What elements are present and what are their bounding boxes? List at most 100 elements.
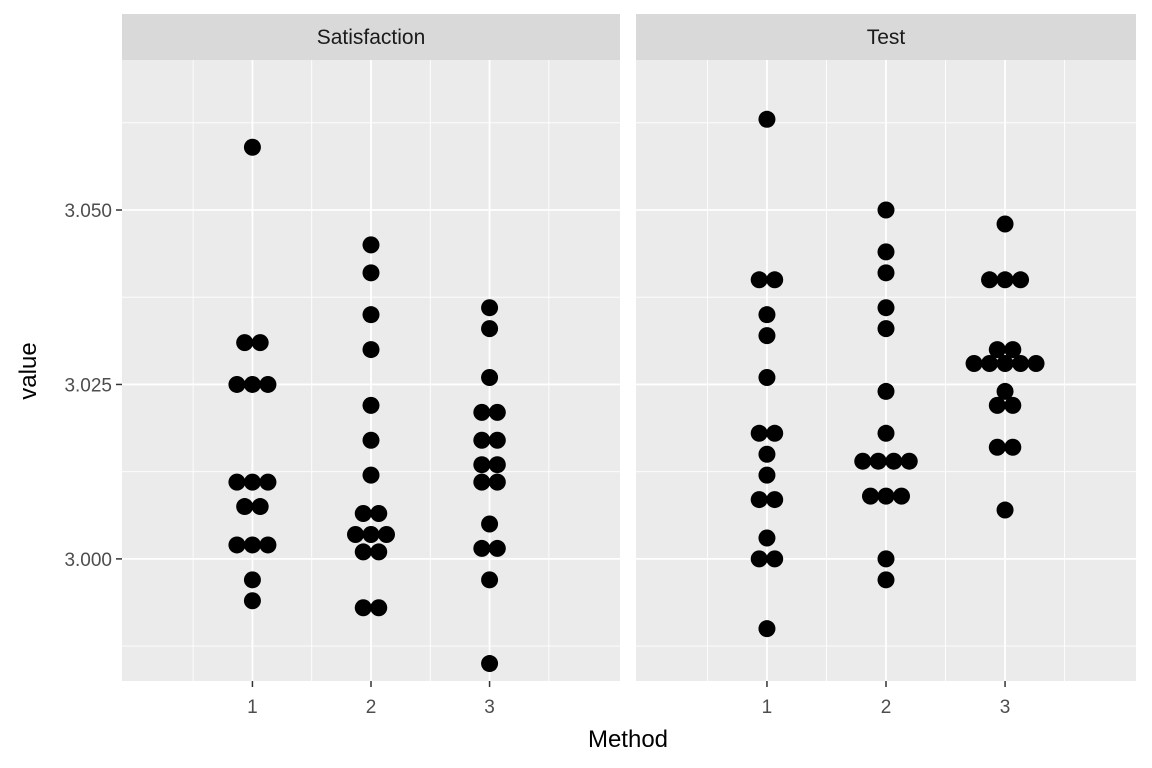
data-point (1004, 396, 1022, 414)
y-axis-title: value (15, 342, 42, 399)
data-point (362, 236, 380, 254)
data-point (236, 334, 254, 352)
data-point (877, 487, 895, 505)
data-point (488, 403, 506, 421)
x-tick-label: 3 (1000, 697, 1011, 718)
data-point (347, 525, 364, 543)
data-point (362, 431, 380, 449)
data-point (1004, 341, 1022, 359)
data-point (869, 452, 887, 470)
data-point (378, 525, 395, 543)
y-tick-label: 3.025 (64, 375, 112, 396)
data-point (481, 299, 499, 317)
data-point (877, 571, 895, 589)
data-point (370, 543, 388, 561)
data-point (758, 529, 776, 547)
data-point (488, 431, 506, 449)
facet-strip-label: Test (867, 26, 906, 49)
data-point (362, 466, 380, 484)
x-tick-label: 1 (247, 697, 258, 718)
data-point (243, 138, 261, 156)
data-point (900, 452, 918, 470)
data-point (893, 487, 910, 505)
x-tick-label: 1 (762, 697, 773, 718)
data-point (750, 271, 768, 289)
data-point (1012, 355, 1030, 373)
x-tick-label: 2 (366, 697, 377, 718)
data-point (996, 382, 1014, 400)
data-point (370, 505, 388, 523)
y-axis: 3.000 3.025 3.050 (64, 201, 122, 571)
x-tick-label: 3 (484, 697, 495, 718)
data-point (996, 501, 1014, 519)
data-point (1027, 355, 1045, 373)
data-point (243, 571, 261, 589)
data-point (259, 375, 277, 393)
data-point (766, 424, 784, 442)
data-point (877, 243, 895, 261)
data-point (488, 539, 506, 557)
facet-panels: Satisfaction 1 2 3 Test 1 2 3 (122, 14, 1136, 718)
data-point (370, 599, 388, 617)
data-point (362, 264, 380, 282)
data-point (354, 505, 372, 523)
data-point (481, 320, 499, 338)
data-point (758, 620, 776, 638)
data-point (988, 396, 1006, 414)
data-point (988, 438, 1006, 456)
data-point (473, 539, 491, 557)
data-point (488, 456, 506, 474)
data-point (862, 487, 879, 505)
data-point (766, 271, 784, 289)
facet-panel-satisfaction: Satisfaction 1 2 3 (122, 14, 620, 718)
data-point (481, 368, 499, 386)
data-point (885, 452, 903, 470)
data-point (1012, 271, 1030, 289)
data-point (354, 543, 372, 561)
facet-strip (122, 14, 620, 60)
data-point (362, 525, 380, 543)
data-point (750, 491, 768, 509)
data-point (354, 599, 372, 617)
data-point (996, 215, 1014, 233)
data-point (1004, 438, 1022, 456)
facet-strip (636, 14, 1136, 60)
data-point (473, 473, 491, 491)
data-point (473, 403, 491, 421)
data-point (854, 452, 872, 470)
data-point (251, 498, 269, 516)
data-point (362, 306, 380, 324)
data-point (988, 341, 1006, 359)
data-point (259, 473, 277, 491)
data-point (758, 368, 776, 386)
data-point (877, 424, 895, 442)
data-point (228, 536, 246, 554)
data-point (758, 466, 776, 484)
data-point (243, 375, 261, 393)
data-point (228, 473, 246, 491)
data-point (996, 355, 1014, 373)
data-point (481, 571, 499, 589)
data-point (750, 424, 768, 442)
x-axis-title: Method (588, 726, 668, 753)
data-point (965, 355, 983, 373)
data-point (228, 375, 246, 393)
facet-panel-test: Test 1 2 3 (636, 14, 1136, 718)
y-tick-label: 3.000 (64, 550, 112, 571)
data-point (877, 201, 895, 219)
data-point (981, 355, 999, 373)
data-point (243, 536, 261, 554)
data-point (766, 550, 784, 568)
data-point (243, 592, 261, 610)
data-point (362, 341, 380, 359)
facet-strip-label: Satisfaction (317, 26, 426, 49)
data-point (877, 550, 895, 568)
data-point (243, 473, 261, 491)
data-point (481, 515, 499, 533)
data-point (488, 473, 506, 491)
data-point (877, 264, 895, 282)
data-point (362, 396, 380, 414)
data-point (251, 334, 269, 352)
data-point (750, 550, 768, 568)
